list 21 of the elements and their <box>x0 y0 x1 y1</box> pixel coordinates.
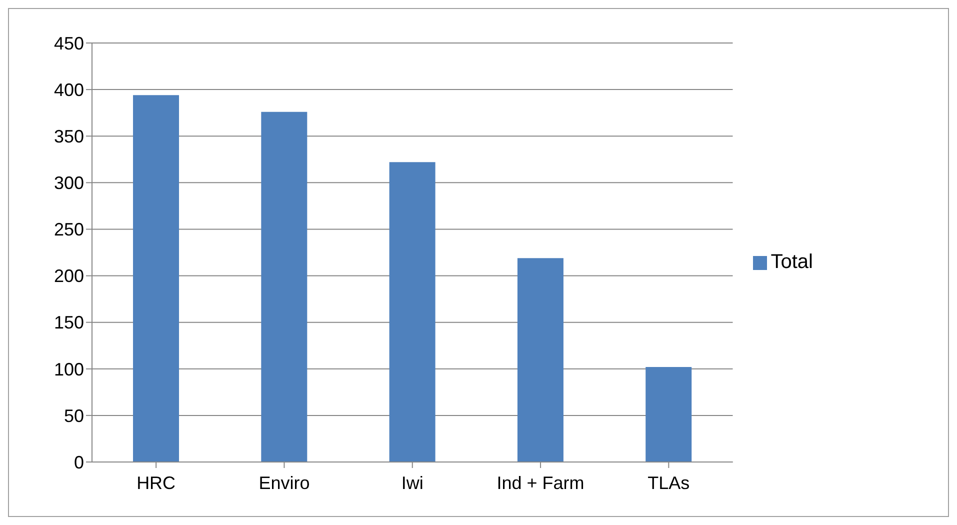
x-tick-label: Enviro <box>258 472 310 493</box>
bar <box>261 112 308 462</box>
bar <box>133 95 180 462</box>
x-tick-label: Iwi <box>401 472 424 493</box>
x-tick-label: HRC <box>136 472 176 493</box>
y-tick-label: 150 <box>54 312 84 333</box>
y-tick-label: 450 <box>54 33 84 54</box>
bar <box>389 162 436 462</box>
x-tick-label: Ind + Farm <box>496 472 584 493</box>
y-tick-label: 300 <box>54 173 84 194</box>
y-tick-label: 50 <box>64 406 84 426</box>
y-tick-label: 0 <box>74 452 84 472</box>
y-tick-label: 350 <box>54 126 84 146</box>
y-tick-label: 200 <box>54 266 84 286</box>
x-tick-label: TLAs <box>648 472 690 493</box>
y-tick-label: 100 <box>54 359 84 380</box>
bar <box>646 367 692 462</box>
y-tick-label: 250 <box>54 220 84 240</box>
legend-label: Total <box>770 251 813 273</box>
y-tick-label: 400 <box>54 80 84 100</box>
bar <box>517 258 564 462</box>
